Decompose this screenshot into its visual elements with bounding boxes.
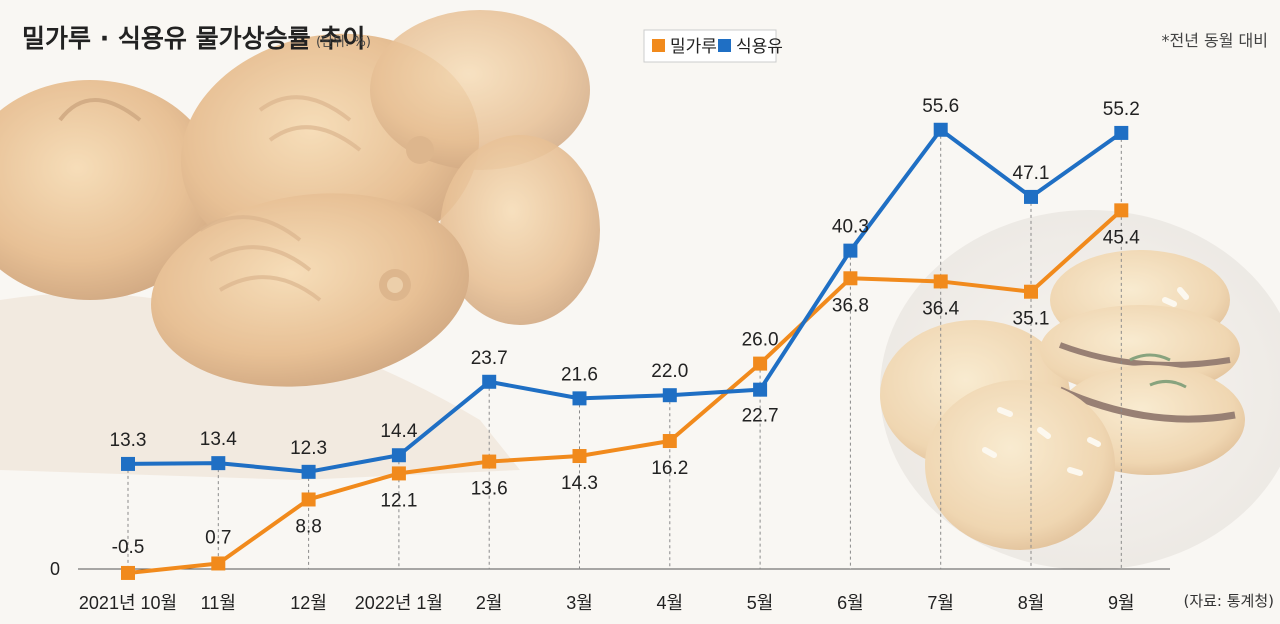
data-point-flour bbox=[301, 492, 316, 507]
data-label-flour: 35.1 bbox=[1013, 309, 1050, 330]
data-point-flour bbox=[572, 449, 587, 464]
data-point-oil bbox=[301, 464, 316, 479]
axes: 0 2021년 10월 11월 12월 2022년 1월 2월 3월 4월 5월 6월 7월 8월 9월 bbox=[50, 559, 1170, 613]
data-point-flour bbox=[753, 356, 768, 371]
data-point-oil bbox=[753, 382, 768, 397]
data-label-flour: 0.7 bbox=[205, 527, 231, 548]
legend: 밀가루 식용유 bbox=[643, 29, 783, 63]
data-label-flour: 36.4 bbox=[922, 298, 959, 319]
data-point-flour bbox=[1114, 203, 1129, 218]
data-label-oil: 47.1 bbox=[1013, 163, 1050, 184]
data-label-flour: 14.3 bbox=[561, 473, 598, 494]
x-tick-label: 2021년 10월 bbox=[79, 593, 177, 613]
x-tick-label: 11월 bbox=[201, 593, 236, 613]
data-point-oil bbox=[572, 391, 587, 406]
data-label-oil: 21.6 bbox=[561, 364, 598, 385]
data-point-flour bbox=[843, 271, 858, 286]
data-label-oil: 40.3 bbox=[832, 217, 869, 238]
y-tick-label: 0 bbox=[50, 559, 60, 579]
data-point-flour bbox=[662, 434, 677, 449]
data-point-oil bbox=[662, 388, 677, 403]
chart-title: 밀가루 · 식용유 물가상승률 추이 bbox=[22, 24, 365, 53]
data-point-oil bbox=[211, 456, 226, 471]
data-label-oil: 22.0 bbox=[651, 361, 688, 382]
data-label-flour: 36.8 bbox=[832, 295, 869, 316]
data-label-flour: -0.5 bbox=[112, 537, 145, 558]
data-point-flour bbox=[482, 454, 497, 469]
data-point-flour bbox=[391, 466, 406, 481]
x-tick-label: 12월 bbox=[290, 593, 327, 613]
legend-label-flour: 밀가루 bbox=[670, 37, 717, 57]
x-tick-label: 7월 bbox=[927, 593, 954, 613]
data-point-oil bbox=[843, 243, 858, 258]
data-label-flour: 12.1 bbox=[380, 490, 417, 511]
data-point-oil bbox=[1024, 189, 1038, 204]
data-label-oil: 55.2 bbox=[1103, 99, 1140, 120]
series-line-oil bbox=[127, 127, 1123, 474]
data-point-flour bbox=[1024, 284, 1038, 299]
series-group bbox=[121, 122, 1129, 580]
data-label-oil: 22.7 bbox=[742, 406, 779, 427]
data-point-oil bbox=[933, 122, 948, 137]
data-label-oil: 13.4 bbox=[200, 429, 237, 450]
data-label-oil: 14.4 bbox=[380, 421, 417, 442]
x-tick-label: 8월 bbox=[1018, 593, 1045, 613]
legend-swatch-oil bbox=[718, 39, 731, 52]
x-tick-label: 5월 bbox=[747, 593, 774, 613]
legend-label-oil: 식용유 bbox=[736, 37, 783, 57]
series-line-flour bbox=[127, 208, 1123, 575]
data-label-flour: 45.4 bbox=[1103, 227, 1140, 248]
data-label-oil: 55.6 bbox=[922, 96, 959, 117]
x-tick-label: 6월 bbox=[837, 593, 864, 613]
data-point-oil bbox=[1114, 125, 1129, 140]
data-label-oil: 13.3 bbox=[110, 430, 147, 451]
data-point-flour bbox=[211, 556, 226, 571]
data-point-oil bbox=[391, 448, 406, 463]
x-tick-label: 2022년 1월 bbox=[355, 593, 443, 613]
legend-swatch-flour bbox=[652, 39, 665, 52]
chart-unit: (단위: %) bbox=[316, 35, 371, 50]
data-labels: 13.3 -0.5 13.4 0.7 12.3 8.8 14.4 12.1 23.7 13.6 21… bbox=[110, 96, 1141, 558]
data-point-flour bbox=[121, 565, 135, 580]
chart-note: *전년 동월 대비 bbox=[1162, 31, 1269, 50]
x-tick-label: 9월 bbox=[1108, 593, 1135, 613]
data-label-flour: 13.6 bbox=[471, 479, 508, 500]
data-label-flour: 8.8 bbox=[295, 516, 321, 537]
data-point-oil bbox=[482, 374, 497, 389]
data-label-oil: 23.7 bbox=[471, 348, 508, 369]
data-point-flour bbox=[933, 274, 948, 289]
legend-box bbox=[643, 29, 777, 63]
x-tick-label: 4월 bbox=[657, 593, 684, 613]
x-tick-label: 3월 bbox=[566, 593, 593, 613]
background-photo-hotteok-plate bbox=[880, 210, 1280, 570]
data-label-oil: 12.3 bbox=[290, 438, 327, 459]
source-note: (자료: 통계청) bbox=[1183, 592, 1274, 610]
x-tick-label: 2월 bbox=[476, 593, 503, 613]
data-label-flour: 16.2 bbox=[651, 458, 688, 479]
data-point-oil bbox=[121, 456, 135, 471]
data-label-flour: 26.0 bbox=[742, 330, 779, 351]
